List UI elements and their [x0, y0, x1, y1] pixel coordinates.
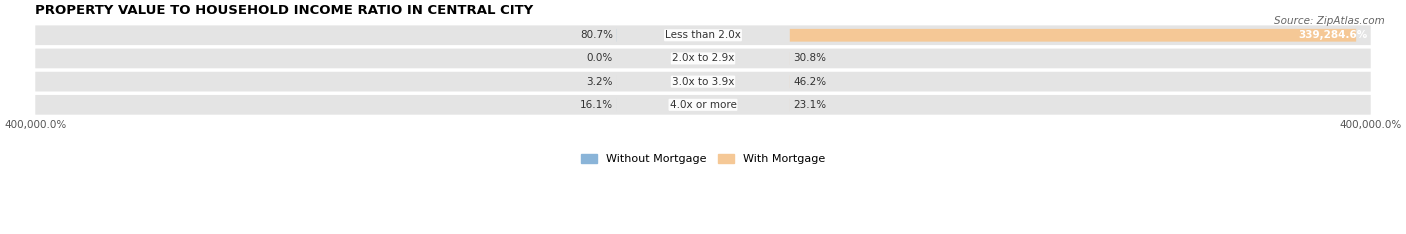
FancyBboxPatch shape	[35, 26, 1371, 45]
Text: 3.0x to 3.9x: 3.0x to 3.9x	[672, 77, 734, 87]
Text: Source: ZipAtlas.com: Source: ZipAtlas.com	[1274, 16, 1385, 26]
Legend: Without Mortgage, With Mortgage: Without Mortgage, With Mortgage	[581, 154, 825, 164]
Text: 46.2%: 46.2%	[793, 77, 827, 87]
Text: 3.2%: 3.2%	[586, 77, 613, 87]
FancyBboxPatch shape	[790, 29, 1357, 42]
Text: 0.0%: 0.0%	[586, 53, 613, 63]
Text: 80.7%: 80.7%	[579, 30, 613, 40]
FancyBboxPatch shape	[35, 95, 1371, 115]
Text: PROPERTY VALUE TO HOUSEHOLD INCOME RATIO IN CENTRAL CITY: PROPERTY VALUE TO HOUSEHOLD INCOME RATIO…	[35, 4, 533, 17]
Text: 16.1%: 16.1%	[579, 100, 613, 110]
Text: 30.8%: 30.8%	[793, 53, 827, 63]
FancyBboxPatch shape	[35, 72, 1371, 91]
Text: 339,284.6%: 339,284.6%	[1298, 30, 1368, 40]
Text: 4.0x or more: 4.0x or more	[669, 100, 737, 110]
FancyBboxPatch shape	[35, 49, 1371, 68]
Text: Less than 2.0x: Less than 2.0x	[665, 30, 741, 40]
Text: 23.1%: 23.1%	[793, 100, 827, 110]
Text: 2.0x to 2.9x: 2.0x to 2.9x	[672, 53, 734, 63]
